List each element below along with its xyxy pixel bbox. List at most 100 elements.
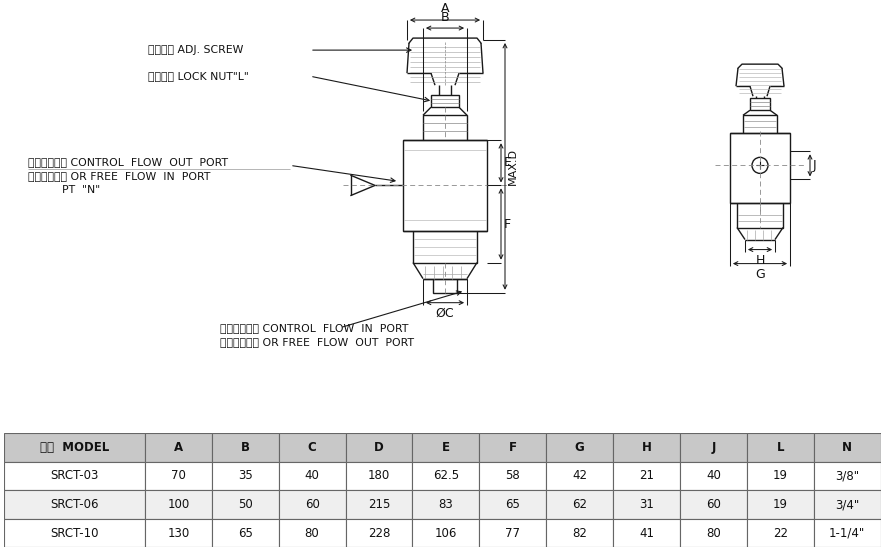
Bar	[480, 490, 546, 519]
Text: 31: 31	[639, 498, 654, 511]
Text: 65: 65	[505, 498, 520, 511]
Text: 41: 41	[639, 526, 654, 540]
Bar	[212, 462, 279, 490]
Text: L: L	[776, 441, 784, 454]
Bar	[546, 519, 613, 547]
Text: 60: 60	[706, 498, 720, 511]
Text: SRCT-03: SRCT-03	[50, 469, 99, 483]
Text: 42: 42	[572, 469, 587, 483]
Text: 控制油流入口 CONTROL  FLOW  IN  PORT: 控制油流入口 CONTROL FLOW IN PORT	[220, 323, 408, 333]
Bar	[412, 519, 480, 547]
Bar	[813, 519, 881, 547]
Bar	[145, 490, 212, 519]
Bar	[680, 490, 747, 519]
Text: E: E	[442, 441, 450, 454]
Text: 215: 215	[368, 498, 390, 511]
Text: 70: 70	[171, 469, 186, 483]
Text: E: E	[504, 156, 512, 169]
Bar	[345, 519, 412, 547]
Text: 控制油流出口 CONTROL  FLOW  OUT  PORT: 控制油流出口 CONTROL FLOW OUT PORT	[28, 158, 228, 167]
Bar	[279, 490, 345, 519]
Text: 19: 19	[773, 498, 788, 511]
Bar	[613, 462, 680, 490]
Bar	[546, 490, 613, 519]
Text: F: F	[509, 441, 517, 454]
Bar	[747, 462, 813, 490]
Text: 82: 82	[573, 526, 587, 540]
Bar	[145, 519, 212, 547]
Text: 3/4": 3/4"	[835, 498, 859, 511]
Bar	[279, 519, 345, 547]
Bar	[813, 462, 881, 490]
Bar	[613, 490, 680, 519]
Bar	[412, 490, 480, 519]
Text: 130: 130	[167, 526, 189, 540]
Text: C: C	[308, 441, 317, 454]
Text: 62.5: 62.5	[433, 469, 459, 483]
Bar	[4, 519, 145, 547]
Bar	[680, 519, 747, 547]
Text: 62: 62	[572, 498, 587, 511]
Bar	[423, 115, 467, 141]
Text: J: J	[813, 159, 817, 172]
Text: 固定螺帽 LOCK NUT"L": 固定螺帽 LOCK NUT"L"	[148, 71, 249, 81]
Text: PT  "N": PT "N"	[62, 186, 100, 195]
Bar	[212, 519, 279, 547]
Text: 40: 40	[706, 469, 720, 483]
Text: 21: 21	[639, 469, 654, 483]
Text: 228: 228	[368, 526, 390, 540]
Text: 40: 40	[304, 469, 319, 483]
Bar	[480, 519, 546, 547]
Text: 60: 60	[304, 498, 319, 511]
Bar	[412, 462, 480, 490]
Text: 58: 58	[505, 469, 520, 483]
Text: 106: 106	[435, 526, 457, 540]
Bar	[412, 433, 480, 462]
Text: 型式  MODEL: 型式 MODEL	[40, 441, 109, 454]
Bar	[737, 204, 783, 227]
Bar	[413, 231, 477, 262]
Bar	[613, 433, 680, 462]
Text: 調節螺絲 ADJ. SCREW: 調節螺絲 ADJ. SCREW	[148, 45, 243, 55]
Bar	[747, 433, 813, 462]
Text: J: J	[712, 441, 716, 454]
Text: H: H	[642, 441, 651, 454]
Text: D: D	[374, 441, 384, 454]
Bar	[279, 462, 345, 490]
Bar	[480, 462, 546, 490]
Text: 100: 100	[167, 498, 189, 511]
Bar	[345, 433, 412, 462]
Bar	[743, 115, 777, 133]
Bar	[212, 433, 279, 462]
Text: B: B	[241, 441, 250, 454]
Text: 80: 80	[706, 526, 720, 540]
Text: A: A	[441, 2, 450, 15]
Text: G: G	[574, 441, 584, 454]
Text: 65: 65	[238, 526, 252, 540]
Text: ØC: ØC	[435, 307, 454, 320]
Bar	[345, 462, 412, 490]
Bar	[546, 433, 613, 462]
Bar	[730, 133, 790, 204]
Text: 3/8": 3/8"	[835, 469, 859, 483]
Bar	[145, 433, 212, 462]
Text: 35: 35	[238, 469, 252, 483]
Bar	[433, 279, 457, 293]
Text: B: B	[441, 11, 450, 24]
Text: N: N	[843, 441, 852, 454]
Bar	[431, 95, 459, 107]
Bar	[813, 490, 881, 519]
Bar	[813, 433, 881, 462]
Bar	[403, 141, 487, 231]
Bar	[4, 433, 145, 462]
Bar	[747, 490, 813, 519]
Text: F: F	[504, 217, 512, 231]
Text: 控制油流入口 OR FREE  FLOW  IN  PORT: 控制油流入口 OR FREE FLOW IN PORT	[28, 171, 211, 181]
Text: A: A	[173, 441, 183, 454]
Bar	[345, 490, 412, 519]
Text: 19: 19	[773, 469, 788, 483]
Text: 控制油流出口 OR FREE  FLOW  OUT  PORT: 控制油流出口 OR FREE FLOW OUT PORT	[220, 337, 414, 347]
Text: 83: 83	[438, 498, 453, 511]
Text: 77: 77	[505, 526, 520, 540]
Bar	[680, 462, 747, 490]
